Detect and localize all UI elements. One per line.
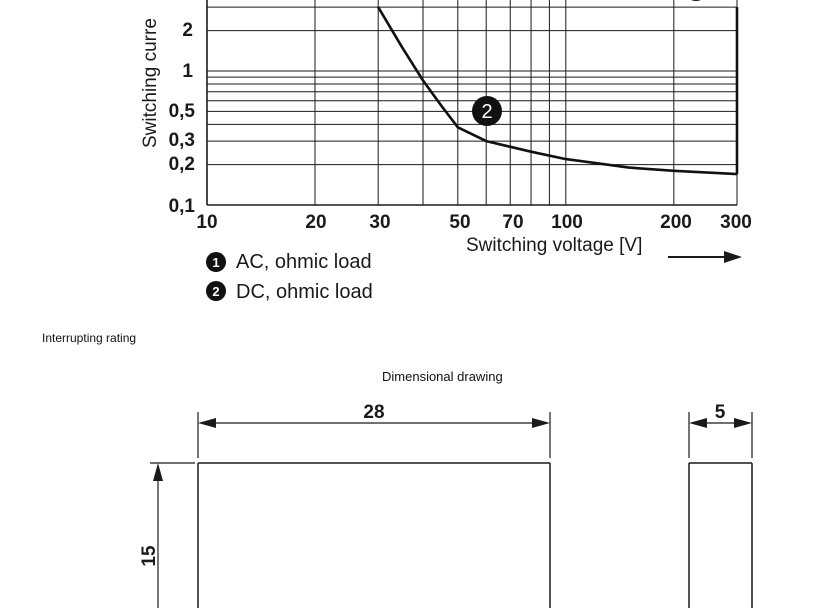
series-curve-2: [377, 6, 738, 176]
side-view-outline: [688, 462, 753, 608]
depth-dimension: [688, 412, 753, 458]
width-dimension: [197, 412, 551, 458]
x-tick-label: 20: [305, 212, 326, 233]
legend-item-ac: 1 AC, ohmic load: [206, 251, 372, 273]
interrupting-rating-chart: Switching curre 2 1 0,5 0,3 0,2 0,1 10 2…: [140, 0, 752, 303]
x-tick-label: 200: [660, 212, 692, 233]
x-axis-label: Switching voltage [V]: [466, 235, 642, 256]
y-tick-label: 2: [182, 20, 193, 41]
y-tick-label: 0,3: [169, 130, 195, 151]
chart-curves: [377, 6, 739, 176]
x-tick-label: 70: [502, 212, 523, 233]
dimensional-drawing: 28 15 5: [139, 402, 753, 608]
x-tick-label: 100: [551, 212, 583, 233]
curve-marker-2: 2: [472, 96, 502, 126]
front-view-outline: [197, 462, 551, 608]
x-tick-label: 300: [720, 212, 752, 233]
svg-text:2: 2: [481, 101, 492, 123]
width-dimension-label: 28: [363, 402, 384, 423]
chart-grid: [206, 0, 738, 206]
x-tick-label: 50: [449, 212, 470, 233]
y-tick-label: 0,2: [169, 154, 195, 175]
drawing-title: Dimensional drawing: [382, 369, 503, 384]
y-axis-label: Switching curre: [140, 18, 161, 148]
svg-text:2: 2: [212, 284, 219, 299]
curve-marker-1: [691, 0, 701, 1]
y-tick-label: 1: [182, 61, 193, 82]
y-tick-label: 0,1: [169, 196, 196, 217]
x-tick-label: 30: [369, 212, 390, 233]
legend-item-dc: 2 DC, ohmic load: [206, 281, 373, 303]
svg-text:1: 1: [212, 255, 219, 270]
svg-text:AC, ohmic load: AC, ohmic load: [236, 251, 372, 273]
x-tick-label: 10: [196, 212, 217, 233]
y-tick-label: 0,5: [169, 101, 196, 122]
chart-caption: Interrupting rating: [42, 331, 137, 345]
height-dimension: [150, 462, 195, 608]
height-dimension-label: 15: [139, 545, 160, 567]
depth-dimension-label: 5: [715, 402, 726, 423]
svg-text:DC, ohmic load: DC, ohmic load: [236, 281, 373, 303]
x-axis-arrowhead: [724, 251, 742, 263]
